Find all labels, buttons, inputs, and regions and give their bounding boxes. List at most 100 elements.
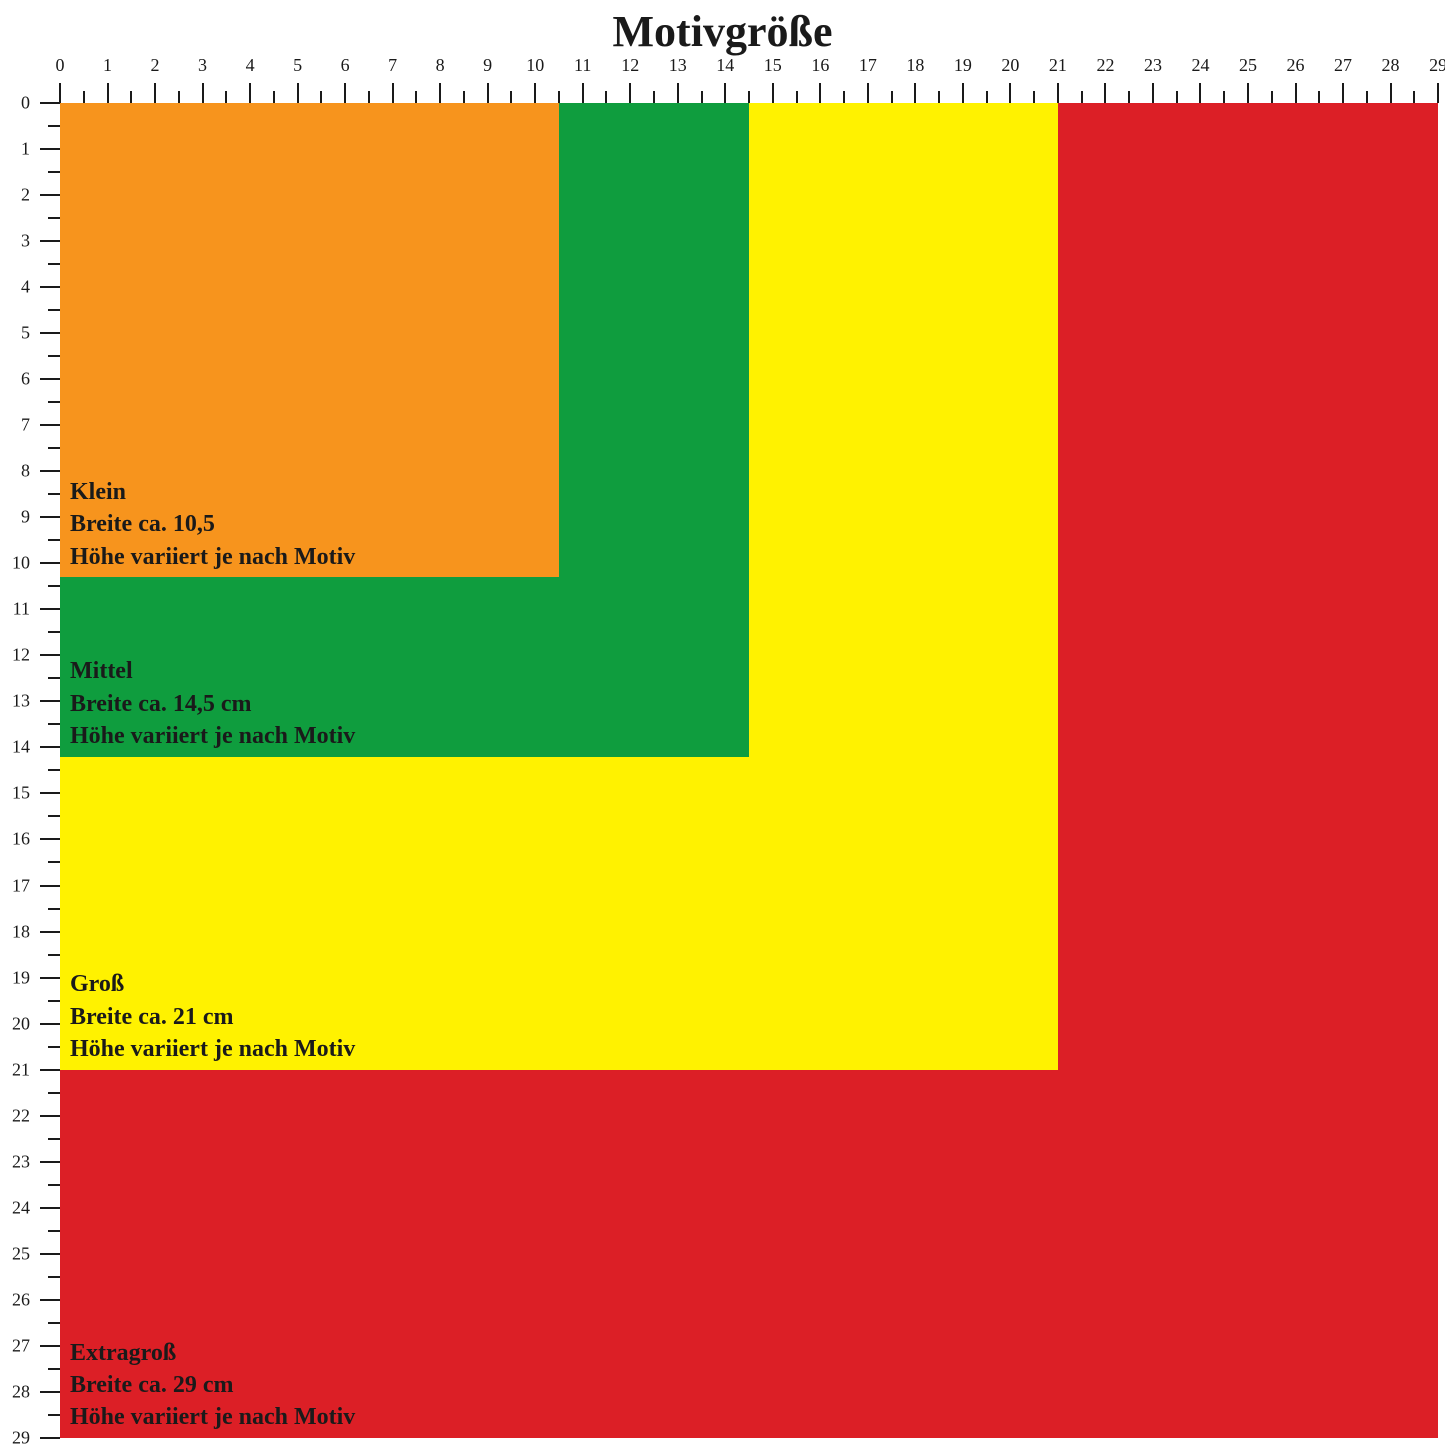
ruler-left-number: 14 bbox=[12, 737, 30, 758]
ruler-top-number: 6 bbox=[341, 55, 350, 76]
ruler-left-number: 12 bbox=[12, 645, 30, 666]
ruler-top-number: 2 bbox=[151, 55, 160, 76]
ruler-left-tick-minor bbox=[48, 1414, 60, 1416]
ruler-left-tick-major bbox=[40, 102, 60, 104]
ruler-top-number: 3 bbox=[198, 55, 207, 76]
ruler-left-tick-minor bbox=[48, 1046, 60, 1048]
ruler-left-tick-major bbox=[40, 1253, 60, 1255]
ruler-left-tick-minor bbox=[48, 1184, 60, 1186]
ruler-left-tick-minor bbox=[48, 1368, 60, 1370]
ruler-top-tick-minor bbox=[320, 91, 322, 103]
ruler-left-tick-major bbox=[40, 885, 60, 887]
ruler-left-tick-minor bbox=[48, 631, 60, 633]
ruler-top-tick-minor bbox=[1271, 91, 1273, 103]
ruler-top-number: 28 bbox=[1382, 55, 1400, 76]
ruler-left-number: 23 bbox=[12, 1151, 30, 1172]
ruler-left-number: 10 bbox=[12, 553, 30, 574]
ruler-left-tick-major bbox=[40, 838, 60, 840]
ruler-top-number: 24 bbox=[1191, 55, 1209, 76]
ruler-top-tick-major bbox=[392, 83, 394, 103]
ruler-top-number: 15 bbox=[764, 55, 782, 76]
ruler-top-number: 21 bbox=[1049, 55, 1067, 76]
ruler-top-tick-major bbox=[1104, 83, 1106, 103]
ruler-left-tick-minor bbox=[48, 815, 60, 817]
ruler-top-tick-major bbox=[297, 83, 299, 103]
size-label-name: Mittel bbox=[70, 655, 355, 687]
ruler-top-tick-major bbox=[439, 83, 441, 103]
ruler-left-tick-major bbox=[40, 240, 60, 242]
ruler-top-tick-major bbox=[1009, 83, 1011, 103]
ruler-top-tick-major bbox=[1295, 83, 1297, 103]
size-label-extragroß: ExtragroßBreite ca. 29 cmHöhe variiert j… bbox=[70, 1337, 355, 1434]
ruler-left-tick-minor bbox=[48, 723, 60, 725]
ruler-left-number: 4 bbox=[21, 277, 30, 298]
ruler-left-number: 28 bbox=[12, 1381, 30, 1402]
ruler-left-number: 22 bbox=[12, 1105, 30, 1126]
ruler-top-tick-major bbox=[1437, 83, 1439, 103]
size-label-name: Extragroß bbox=[70, 1337, 355, 1369]
ruler-top-tick-major bbox=[677, 83, 679, 103]
ruler-top-tick-major bbox=[107, 83, 109, 103]
ruler-top-tick-major bbox=[1057, 83, 1059, 103]
ruler-top-tick-minor bbox=[368, 91, 370, 103]
ruler-left-number: 20 bbox=[12, 1013, 30, 1034]
ruler-left-number: 21 bbox=[12, 1059, 30, 1080]
ruler-top-number: 13 bbox=[669, 55, 687, 76]
ruler-left-tick-major bbox=[40, 1299, 60, 1301]
ruler-left-tick-minor bbox=[48, 125, 60, 127]
ruler-top-tick-minor bbox=[1318, 91, 1320, 103]
ruler-left-tick-minor bbox=[48, 171, 60, 173]
ruler-left-tick-major bbox=[40, 1437, 60, 1439]
ruler-left-tick-major bbox=[40, 931, 60, 933]
ruler-top-number: 26 bbox=[1287, 55, 1305, 76]
ruler-left-tick-minor bbox=[48, 493, 60, 495]
size-box-klein: KleinBreite ca. 10,5Höhe variiert je nac… bbox=[60, 103, 559, 577]
size-label-klein: KleinBreite ca. 10,5Höhe variiert je nac… bbox=[70, 476, 355, 573]
size-label-height: Höhe variiert je nach Motiv bbox=[70, 720, 355, 752]
ruler-top-tick-major bbox=[819, 83, 821, 103]
ruler-top-tick-minor bbox=[1176, 91, 1178, 103]
ruler-top-tick-minor bbox=[1413, 91, 1415, 103]
ruler-left-tick-major bbox=[40, 562, 60, 564]
ruler-left-tick-major bbox=[40, 378, 60, 380]
ruler-left-tick-minor bbox=[48, 309, 60, 311]
ruler-left-tick-minor bbox=[48, 585, 60, 587]
size-label-groß: GroßBreite ca. 21 cmHöhe variiert je nac… bbox=[70, 968, 355, 1065]
ruler-top-tick-major bbox=[344, 83, 346, 103]
ruler-left-tick-major bbox=[40, 1023, 60, 1025]
ruler-left-number: 7 bbox=[21, 415, 30, 436]
ruler-left-tick-minor bbox=[48, 1276, 60, 1278]
size-label-width: Breite ca. 29 cm bbox=[70, 1369, 355, 1401]
ruler-left-tick-minor bbox=[48, 954, 60, 956]
ruler-left-number: 1 bbox=[21, 139, 30, 160]
ruler-top-tick-minor bbox=[843, 91, 845, 103]
size-label-mittel: MittelBreite ca. 14,5 cmHöhe variiert je… bbox=[70, 655, 355, 752]
ruler-top-number: 22 bbox=[1096, 55, 1114, 76]
ruler-top-number: 4 bbox=[246, 55, 255, 76]
ruler-left-tick-major bbox=[40, 470, 60, 472]
ruler-left-number: 17 bbox=[12, 875, 30, 896]
ruler-left-tick-minor bbox=[48, 539, 60, 541]
ruler-top-tick-major bbox=[914, 83, 916, 103]
size-chart: ExtragroßBreite ca. 29 cm Höhe variiert j… bbox=[60, 103, 1438, 1438]
ruler-top-tick-major bbox=[582, 83, 584, 103]
ruler-left-tick-minor bbox=[48, 217, 60, 219]
ruler-top-tick-major bbox=[249, 83, 251, 103]
ruler-top-tick-minor bbox=[510, 91, 512, 103]
ruler-top-number: 23 bbox=[1144, 55, 1162, 76]
ruler-top-tick-major bbox=[724, 83, 726, 103]
ruler-top-tick-minor bbox=[938, 91, 940, 103]
ruler-top-tick-minor bbox=[748, 91, 750, 103]
ruler-top-number: 5 bbox=[293, 55, 302, 76]
ruler-left-tick-minor bbox=[48, 447, 60, 449]
ruler-top-tick-minor bbox=[891, 91, 893, 103]
ruler-left-number: 3 bbox=[21, 231, 30, 252]
ruler-left-tick-minor bbox=[48, 908, 60, 910]
ruler-left-tick-major bbox=[40, 424, 60, 426]
ruler-left-number: 24 bbox=[12, 1197, 30, 1218]
ruler-left-tick-major bbox=[40, 792, 60, 794]
ruler-left-number: 2 bbox=[21, 185, 30, 206]
ruler-left-number: 15 bbox=[12, 783, 30, 804]
size-label-width: Breite ca. 14,5 cm bbox=[70, 688, 355, 720]
ruler-top-number: 16 bbox=[811, 55, 829, 76]
